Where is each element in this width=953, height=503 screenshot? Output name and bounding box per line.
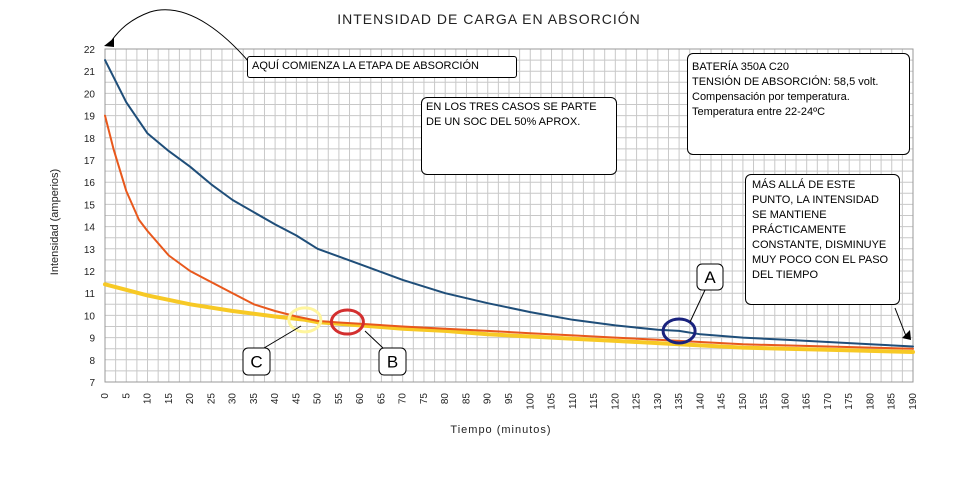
x-axis-label: Tiempo (minutos) (450, 424, 551, 436)
x-tick-label: 105 (547, 393, 558, 410)
x-tick-label: 10 (143, 393, 154, 405)
x-tick-label: 145 (717, 393, 728, 410)
x-tick-labels: 0 5 10 15 20 25 30 35 40 45 50 55 60 65 70 75 80 85 90 95 10… (100, 393, 919, 410)
y-tick-label: 21 (84, 67, 96, 78)
x-tick-label: 55 (334, 393, 345, 405)
battery-info-note: BATERÍA 350A C20 TENSIÓN DE ABSORCIÓN: 5… (687, 53, 910, 155)
x-tick-label: 40 (270, 393, 281, 405)
marker-leader-c (263, 325, 302, 349)
marker-ellipse-b (329, 308, 365, 336)
marker-leader-b (364, 330, 384, 349)
x-tick-label: 100 (525, 393, 536, 410)
x-tick-label: 75 (419, 393, 430, 405)
x-tick-label: 0 (100, 393, 111, 399)
y-tick-label: 15 (84, 200, 96, 211)
x-tick-label: 50 (313, 393, 324, 405)
marker-label-group: A B C (242, 263, 724, 376)
series-line-c (103, 282, 915, 354)
soc-note: EN LOS TRES CASOS SE PARTE DE UN SOC DEL… (421, 97, 617, 175)
x-tick-label: 150 (738, 393, 749, 410)
chart-title: INTENSIDAD DE CARGA EN ABSORCIÓN (337, 11, 641, 27)
x-tick-label: 160 (780, 393, 791, 410)
y-tick-label: 7 (89, 378, 95, 389)
marker-leader-a (689, 289, 706, 323)
x-tick-label: 25 (206, 393, 217, 405)
x-tick-label: 90 (483, 393, 494, 405)
absorption-start-arrowhead (104, 38, 114, 47)
x-tick-label: 110 (568, 393, 579, 409)
marker-ellipse-c (287, 306, 323, 334)
y-tick-label: 13 (84, 245, 96, 256)
y-tick-label: 18 (84, 134, 96, 145)
x-tick-label: 15 (164, 393, 175, 405)
annotation-arrows (104, 9, 911, 340)
series-line-b (104, 114, 914, 350)
x-tick-label: 30 (228, 393, 239, 405)
y-tick-label: 14 (84, 223, 96, 234)
x-tick-label: 85 (461, 393, 472, 405)
constant-current-note: MÁS ALLÁ DE ESTE PUNTO, LA INTENSIDAD SE… (745, 174, 900, 305)
x-tick-label: 170 (823, 393, 834, 410)
y-tick-labels: 7 8 9 10 11 12 13 14 15 16 17 18 19 20 21 22 (84, 45, 96, 389)
x-tick-label: 185 (887, 393, 898, 410)
x-tick-label: 5 (121, 393, 132, 399)
x-tick-label: 35 (249, 393, 260, 405)
x-tick-label: 140 (695, 393, 706, 410)
x-tick-label: 180 (865, 393, 876, 410)
x-tick-label: 70 (398, 393, 409, 405)
marker-label-box-c (242, 347, 271, 376)
absorption-start-arrow (111, 9, 250, 63)
y-tick-label: 9 (89, 334, 95, 345)
x-tick-label: 155 (759, 393, 770, 410)
marker-label-c: C (250, 353, 262, 372)
x-tick-label: 65 (376, 393, 387, 405)
constant-note-arrowhead (902, 330, 911, 340)
y-tick-label: 12 (84, 267, 96, 278)
marker-label-a: A (704, 268, 716, 287)
y-tick-label: 22 (84, 45, 96, 56)
x-tick-label: 115 (589, 393, 600, 409)
x-tick-label: 125 (632, 393, 643, 410)
absorption-start-note: AQUÍ COMIENZA LA ETAPA DE ABSORCIÓN (247, 56, 517, 78)
x-tick-label: 80 (440, 393, 451, 405)
y-tick-label: 20 (84, 89, 96, 100)
y-tick-label: 11 (85, 289, 96, 300)
x-tick-label: 165 (802, 393, 813, 410)
x-tick-label: 175 (844, 393, 855, 410)
x-tick-label: 130 (653, 393, 664, 410)
y-tick-label: 19 (84, 112, 96, 123)
marker-group (287, 306, 697, 345)
plot-area-border (104, 48, 914, 383)
series-line-a (104, 59, 914, 348)
x-tick-label: 60 (355, 393, 366, 405)
x-tick-label: 20 (185, 393, 196, 405)
x-tick-label: 135 (674, 393, 685, 410)
x-tick-label: 120 (610, 393, 621, 410)
y-tick-label: 8 (89, 356, 95, 367)
marker-ellipse-a (661, 317, 697, 345)
marker-label-box-a (696, 263, 724, 291)
constant-note-arrow (894, 307, 907, 337)
x-tick-label: 45 (291, 393, 302, 405)
series-group (103, 59, 915, 354)
x-tick-label: 95 (504, 393, 515, 405)
y-tick-label: 16 (84, 178, 96, 189)
y-tick-label: 10 (84, 311, 96, 322)
x-tick-label: 190 (908, 393, 919, 410)
y-axis-label: Intensidad (amperios) (49, 169, 61, 275)
y-tick-label: 17 (84, 156, 96, 167)
marker-label-box-b (378, 347, 407, 376)
marker-label-b: B (387, 353, 398, 372)
